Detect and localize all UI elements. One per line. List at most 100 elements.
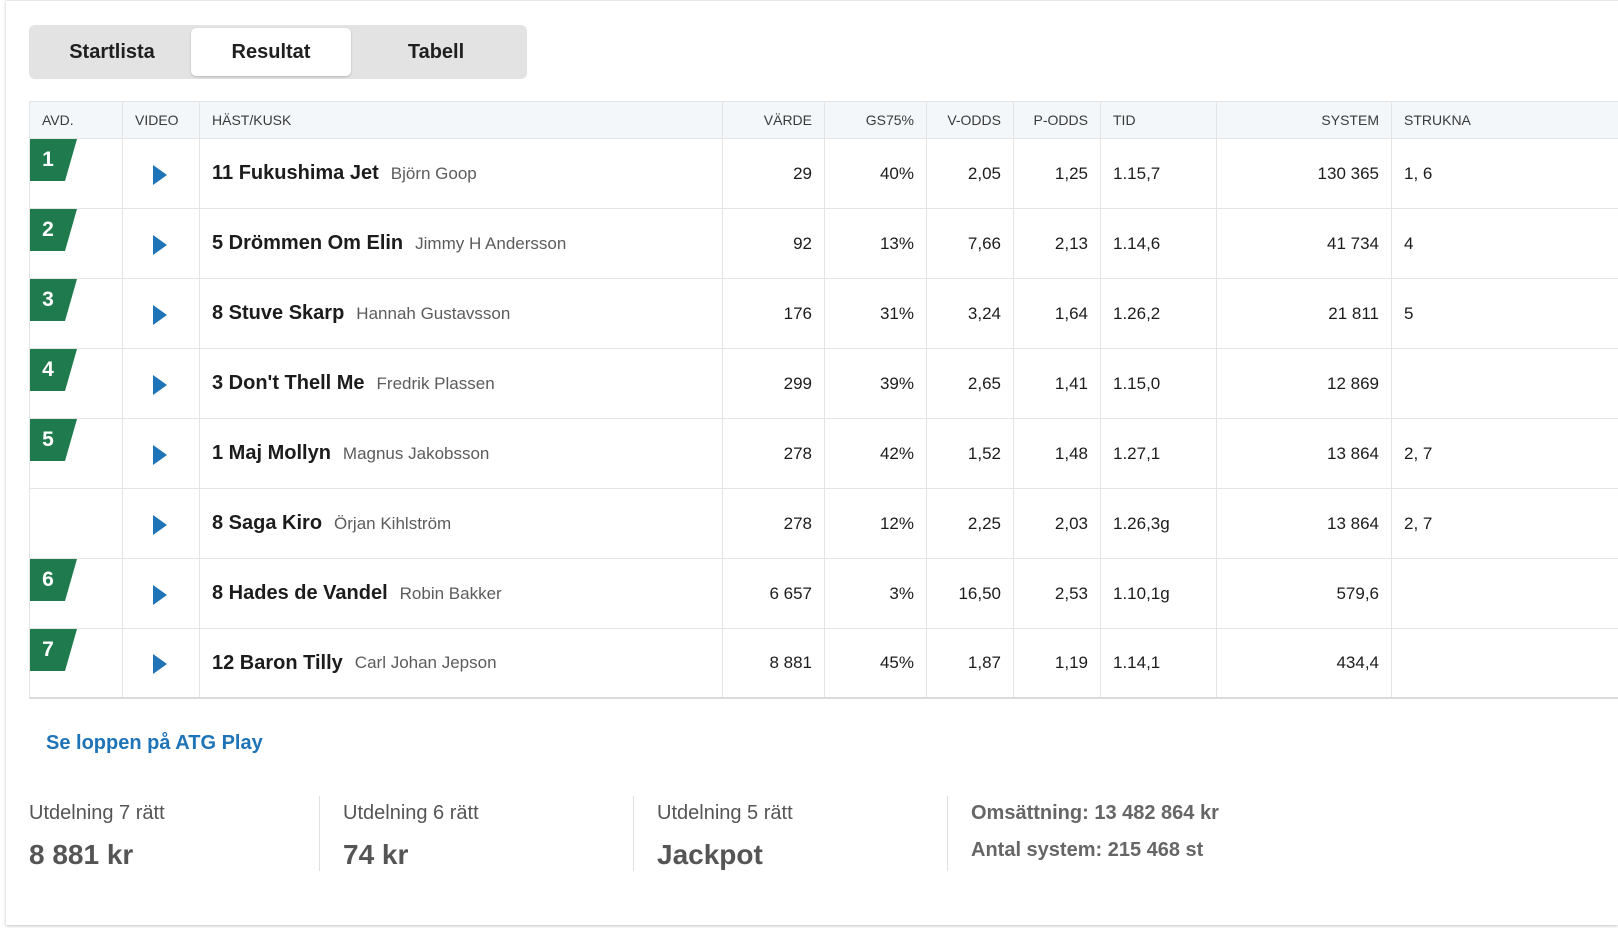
cell-tid: 1.27,1: [1101, 419, 1217, 488]
cell-video: [123, 209, 200, 278]
cell-strukna: [1392, 349, 1618, 418]
horse-name[interactable]: 1 Maj Mollyn: [212, 442, 331, 464]
flag-icon: 3: [30, 279, 77, 321]
cell-varde: 92: [723, 209, 825, 278]
cell-varde: 299: [723, 349, 825, 418]
cell-system: 579,6: [1217, 559, 1392, 628]
horse-name[interactable]: 8 Saga Kiro: [212, 512, 323, 534]
cell-varde: 8 881: [723, 629, 825, 697]
cell-podds: 2,53: [1014, 559, 1101, 628]
header-vodds: V-ODDS: [927, 102, 1014, 138]
cell-horse: 3 Don't Thell Me Fredrik Plassen: [200, 349, 723, 418]
payout-7: Utdelning 7 rätt 8 881 kr: [29, 796, 165, 871]
payout-value: 8 881 kr: [29, 839, 134, 870]
table-row: 3 8 Stuve Skarp Hannah Gustavsson 176 31% 3,2…: [30, 279, 1618, 349]
payout-6: Utdelning 6 rätt 74 kr: [343, 796, 479, 871]
divider: [319, 796, 320, 871]
flag-icon: 1: [30, 139, 77, 181]
divider: [633, 796, 634, 871]
cell-gs75: 31%: [825, 279, 927, 348]
cell-gs75: 39%: [825, 349, 927, 418]
horse-name[interactable]: 8 Hades de Vandel: [212, 582, 388, 604]
antal-system-text: Antal system: 215 468 st: [971, 839, 1204, 861]
horse-name[interactable]: 12 Baron Tilly: [212, 651, 343, 674]
cell-tid: 1.10,1g: [1101, 559, 1217, 628]
cell-podds: 1,41: [1014, 349, 1101, 418]
play-icon[interactable]: [153, 234, 167, 255]
cell-horse: 5 Drömmen Om Elin Jimmy H Andersson: [200, 209, 723, 278]
driver-name[interactable]: Örjan Kihlström: [334, 513, 452, 533]
horse-name[interactable]: 5 Drömmen Om Elin: [212, 232, 404, 254]
driver-name[interactable]: Magnus Jakobsson: [342, 443, 490, 463]
driver-name[interactable]: Jimmy H Andersson: [415, 233, 567, 253]
cell-strukna: 4: [1404, 233, 1414, 253]
tab-startlista[interactable]: Startlista: [69, 40, 155, 63]
table-header: AVD. VIDEO HÄST/KUSK VÄRDE GS75% V-ODDS …: [30, 102, 1618, 139]
cell-horse: 8 Hades de Vandel Robin Bakker: [200, 559, 723, 628]
cell-avd: 1: [30, 139, 123, 208]
play-icon[interactable]: [153, 514, 167, 535]
cell-video: [123, 279, 200, 348]
cell-horse: 1 Maj Mollyn Magnus Jakobsson: [200, 419, 723, 488]
cell-gs75: 45%: [825, 629, 927, 697]
cell-system: 21 811: [1217, 279, 1392, 348]
cell-video: [123, 139, 200, 208]
divider: [947, 796, 948, 871]
play-icon[interactable]: [153, 444, 167, 465]
horse-name[interactable]: 3 Don't Thell Me: [212, 372, 365, 394]
cell-video: [123, 349, 200, 418]
payout-value: 74 kr: [343, 839, 409, 870]
driver-name[interactable]: Hannah Gustavsson: [356, 303, 511, 323]
table-row: 4 3 Don't Thell Me Fredrik Plassen 299 39% 2,…: [30, 349, 1618, 419]
avd-number: 1: [42, 148, 54, 171]
header-tid: TID: [1101, 102, 1217, 138]
play-icon[interactable]: [153, 374, 167, 395]
header-video: VIDEO: [123, 102, 200, 138]
horse-name[interactable]: 8 Stuve Skarp: [212, 302, 345, 324]
play-icon[interactable]: [153, 584, 167, 605]
driver-name[interactable]: Robin Bakker: [399, 583, 502, 603]
play-icon[interactable]: [153, 304, 167, 325]
avd-number: 3: [42, 288, 54, 311]
omsattning-text: Omsättning: 13 482 864 kr: [971, 802, 1219, 824]
cell-vodds: 2,05: [927, 139, 1014, 208]
tab-tabell[interactable]: Tabell: [407, 40, 465, 63]
cell-avd: 3: [30, 279, 123, 348]
play-icon[interactable]: [153, 654, 167, 674]
avd-number: 6: [42, 568, 54, 591]
cell-tid: 1.14,6: [1101, 209, 1217, 278]
cell-podds: 2,03: [1014, 489, 1101, 558]
horse-name[interactable]: 11 Fukushima Jet: [212, 162, 379, 184]
cell-system: 13 864: [1217, 419, 1392, 488]
cell-gs75: 42%: [825, 419, 927, 488]
tab-resultat[interactable]: Resultat: [191, 28, 351, 76]
cell-horse: 8 Stuve Skarp Hannah Gustavsson: [200, 279, 723, 348]
table-row: 8 Saga Kiro Örjan Kihlström 278 12% 2,25 2,03…: [30, 489, 1618, 559]
payout-5: Utdelning 5 rätt Jackpot: [657, 796, 793, 871]
play-icon[interactable]: [153, 164, 167, 185]
view-tabs: Startlista Resultat Tabell: [29, 25, 527, 79]
cell-strukna: 2, 7: [1404, 513, 1433, 533]
pool-summary: Omsättning: 13 482 864 kr Antal system: …: [971, 796, 1219, 871]
cell-horse: 8 Saga Kiro Örjan Kihlström: [200, 489, 723, 558]
results-table: AVD. VIDEO HÄST/KUSK VÄRDE GS75% V-ODDS …: [29, 101, 1618, 699]
header-varde: VÄRDE: [723, 102, 825, 138]
cell-tid: 1.26,2: [1101, 279, 1217, 348]
flag-icon: 7: [30, 629, 77, 671]
atg-play-link[interactable]: Se loppen på ATG Play: [46, 732, 263, 754]
header-strukna: STRUKNA: [1404, 112, 1471, 128]
cell-avd: 2: [30, 209, 123, 278]
driver-name[interactable]: Fredrik Plassen: [376, 373, 495, 393]
cell-varde: 278: [723, 489, 825, 558]
driver-name[interactable]: Björn Goop: [390, 163, 477, 183]
cell-video: [123, 559, 200, 628]
table-row: 2 5 Drömmen Om Elin Jimmy H Andersson 92 13%…: [30, 209, 1618, 279]
cell-podds: 1,25: [1014, 139, 1101, 208]
cell-varde: 278: [723, 419, 825, 488]
driver-name[interactable]: Carl Johan Jepson: [354, 653, 497, 672]
cell-podds: 1,48: [1014, 419, 1101, 488]
cell-strukna: 1, 6: [1404, 163, 1433, 183]
table-body: 1 11 Fukushima Jet Björn Goop 29 40% 2,05 1,25…: [30, 139, 1618, 699]
avd-number: 5: [42, 428, 54, 451]
